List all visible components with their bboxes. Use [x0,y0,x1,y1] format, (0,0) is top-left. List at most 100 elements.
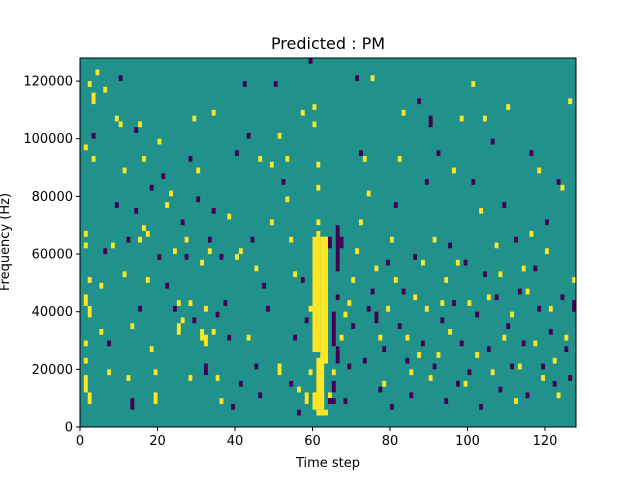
heatmap-cell-low [428,115,433,128]
heatmap-cell-high [428,375,433,381]
x-tick-label: 100 [455,434,480,449]
heatmap-cell-high [393,277,398,283]
x-tick-label: 80 [382,434,399,449]
heatmap-cell-high [289,236,294,243]
heatmap-cell-high [176,323,181,335]
heatmap-cell-low [370,288,375,295]
heatmap-cell-high [103,86,108,93]
heatmap-cell-low [161,173,166,180]
heatmap-cell-high [308,305,313,312]
heatmap-cell-low [300,277,305,283]
heatmap-cell-high [200,259,205,266]
heatmap-cell-high [521,265,526,272]
y-tick-label: 0 [65,421,73,436]
heatmap-cell-low [560,294,565,301]
heatmap-cell-low [490,138,495,145]
heatmap-cell-high [560,184,565,191]
heatmap-cell-low [510,363,515,370]
heatmap-cell-low [386,259,391,266]
heatmap-cell-high [533,340,538,347]
heatmap-cell-high [122,271,127,278]
heatmap-cell-high [188,375,193,381]
heatmap-cell-low [455,380,460,387]
heatmap-cell-high [502,334,507,341]
heatmap-cell-low [359,150,363,157]
heatmap-cell-high [374,265,379,272]
x-axis-ticks: 0 20 40 60 80 100 120 [76,427,557,449]
heatmap-cell-low [475,311,480,318]
heatmap-cell-low [219,254,224,260]
heatmap-cell-low [339,236,344,249]
heatmap-cell-low [572,300,576,312]
heatmap-cell-low [192,317,197,324]
heatmap-cell-low [390,403,394,410]
heatmap-cell-high [122,167,127,174]
heatmap-cell-high [413,294,418,301]
heatmap-cell-low [444,398,449,404]
heatmap-cell-high [258,156,263,162]
heatmap-cell-low [529,150,534,157]
heatmap-cell-low [180,219,185,226]
heatmap-cell-low [463,259,468,266]
heatmap-cell-high [83,242,88,249]
heatmap-cell-high [87,277,92,283]
heatmap-cell-low [246,132,251,139]
heatmap-cell-low [331,311,336,347]
heatmap-cell-low [215,311,220,318]
heatmap-cell-low [533,265,538,272]
heatmap-cell-low [204,363,208,376]
heatmap-cell-high [211,109,216,116]
heatmap-cell-high [269,161,274,168]
heatmap-cell-low [436,150,441,157]
heatmap-cell-high [145,277,150,283]
heatmap-cell-low [242,81,247,87]
y-tick-label: 20000 [32,363,73,378]
heatmap-cell-low [393,202,398,208]
heatmap-cell-high [312,104,317,110]
heatmap-cell-high [459,115,464,122]
heatmap-cell-high [235,254,239,260]
heatmap-cell-low [211,207,216,214]
heatmap-cell-low [521,340,526,347]
heatmap-cell-high [87,305,92,318]
heatmap-cell-low [328,236,332,249]
heatmap-cell-low [231,403,236,410]
heatmap-cell-high [300,109,305,116]
heatmap-cell-high [568,98,573,105]
heatmap-cell-low [448,242,453,249]
heatmap-cell-low [173,305,177,312]
heatmap-cell-low [343,398,348,404]
heatmap-cell-high [180,317,185,324]
heatmap-cell-high [343,311,348,318]
heatmap-cell-low [347,363,352,370]
heatmap-cell-low [525,392,530,399]
heatmap-cell-high [312,392,321,410]
heatmap-cell-high [142,156,146,162]
heatmap-cell-low [335,346,340,364]
heatmap-cell-low [114,202,119,208]
heatmap-cell-high [219,398,224,404]
heatmap-cell-low [134,207,139,214]
heatmap-cell-low [196,196,201,203]
heatmap-cell-high [316,357,325,404]
heatmap-cell-high [227,213,232,220]
heatmap-cell-high [165,202,170,208]
heatmap-cell-low [452,300,456,306]
heatmap-cell-low [355,75,360,82]
heatmap-cell-high [254,265,259,272]
heatmap-cell-low [471,179,476,185]
heatmap-cell-high [316,184,321,191]
heatmap-cell-high [529,230,534,237]
heatmap-cell-high [556,392,561,399]
heatmap-cell-high [99,282,104,289]
heatmap-cell-high [207,248,212,255]
heatmap-cell-low [440,317,445,324]
heatmap-cell-low [126,236,131,243]
heatmap-cell-low [362,357,367,364]
heatmap-cell-high [293,271,298,278]
heatmap-cell-low [537,305,542,312]
heatmap-cell-high [316,409,329,416]
heatmap-cell-low [266,305,270,312]
heatmap-cell-high [308,369,313,376]
heatmap-cell-low [223,300,228,306]
